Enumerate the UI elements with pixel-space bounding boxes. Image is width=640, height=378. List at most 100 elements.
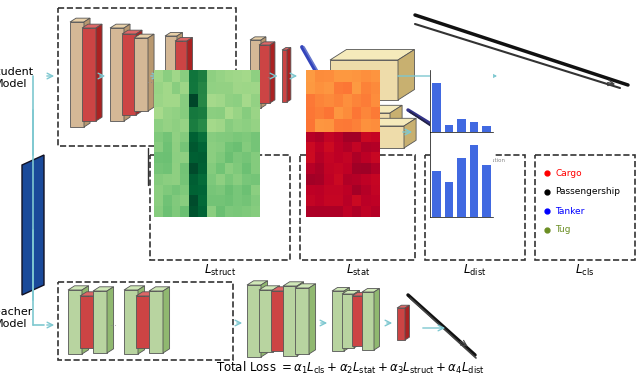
Polygon shape: [282, 50, 287, 102]
Bar: [445, 125, 453, 132]
Polygon shape: [82, 24, 102, 28]
Polygon shape: [344, 288, 349, 351]
Polygon shape: [354, 291, 360, 348]
Bar: [457, 158, 466, 217]
Polygon shape: [136, 30, 142, 115]
Polygon shape: [362, 288, 380, 292]
Polygon shape: [342, 291, 360, 294]
Polygon shape: [122, 30, 142, 34]
Polygon shape: [149, 291, 163, 353]
Polygon shape: [364, 293, 369, 346]
Text: $L_{\rm cls}$: $L_{\rm cls}$: [575, 262, 595, 277]
Polygon shape: [177, 33, 182, 112]
Polygon shape: [342, 294, 354, 348]
Polygon shape: [138, 286, 145, 354]
Text: Student
Model: Student Model: [0, 67, 33, 89]
Text: $L_{\rm dist}$: $L_{\rm dist}$: [463, 262, 486, 277]
Polygon shape: [165, 36, 177, 112]
Polygon shape: [175, 37, 193, 41]
Text: Tanker: Tanker: [555, 206, 584, 215]
Polygon shape: [70, 22, 84, 127]
Polygon shape: [259, 42, 275, 45]
Polygon shape: [247, 285, 261, 357]
Polygon shape: [250, 37, 266, 40]
Polygon shape: [283, 282, 303, 286]
Bar: [470, 122, 478, 132]
Polygon shape: [282, 48, 291, 50]
Polygon shape: [295, 284, 316, 288]
Bar: [432, 170, 441, 217]
Polygon shape: [93, 287, 114, 291]
Polygon shape: [187, 37, 193, 107]
Polygon shape: [80, 292, 100, 296]
Text: Bar Chart Distribution: Bar Chart Distribution: [445, 158, 505, 163]
Polygon shape: [352, 293, 369, 296]
Polygon shape: [70, 18, 90, 22]
Polygon shape: [397, 305, 410, 308]
Polygon shape: [352, 118, 416, 126]
Polygon shape: [136, 292, 157, 296]
Polygon shape: [374, 288, 380, 350]
Polygon shape: [273, 286, 280, 352]
Polygon shape: [134, 34, 154, 38]
Polygon shape: [330, 50, 415, 60]
Polygon shape: [287, 48, 291, 102]
Bar: [470, 145, 478, 217]
Polygon shape: [259, 290, 273, 352]
Polygon shape: [82, 28, 96, 121]
Polygon shape: [247, 281, 268, 285]
Bar: [482, 165, 491, 217]
Polygon shape: [271, 291, 285, 351]
Polygon shape: [149, 287, 170, 291]
Polygon shape: [250, 40, 261, 108]
Bar: [445, 182, 453, 217]
Polygon shape: [163, 287, 170, 353]
Polygon shape: [84, 18, 90, 127]
Polygon shape: [68, 286, 88, 290]
Polygon shape: [338, 105, 402, 113]
Polygon shape: [261, 37, 266, 108]
Polygon shape: [398, 50, 415, 100]
Polygon shape: [82, 286, 88, 354]
Text: Tug: Tug: [555, 226, 570, 234]
Polygon shape: [390, 105, 402, 135]
Polygon shape: [124, 24, 130, 121]
Text: $L_{\rm struct}$: $L_{\rm struct}$: [204, 262, 236, 277]
Polygon shape: [338, 113, 390, 135]
Text: Passengership: Passengership: [555, 187, 620, 197]
Polygon shape: [93, 291, 107, 353]
Polygon shape: [261, 281, 268, 357]
Polygon shape: [68, 290, 82, 354]
Polygon shape: [110, 28, 124, 121]
Text: Teacher
Model: Teacher Model: [0, 307, 33, 329]
Polygon shape: [362, 292, 374, 350]
Polygon shape: [165, 33, 182, 36]
Polygon shape: [295, 288, 309, 354]
Polygon shape: [259, 45, 270, 103]
Polygon shape: [352, 296, 364, 346]
Polygon shape: [110, 24, 130, 28]
Polygon shape: [405, 305, 410, 340]
Bar: [432, 83, 441, 132]
Polygon shape: [136, 296, 150, 348]
Polygon shape: [107, 287, 114, 353]
Polygon shape: [122, 34, 136, 115]
Text: ...: ...: [266, 71, 274, 81]
Text: ...: ...: [109, 319, 117, 327]
Polygon shape: [94, 292, 100, 348]
Polygon shape: [124, 286, 145, 290]
Polygon shape: [332, 291, 344, 351]
Text: Cargo: Cargo: [555, 169, 582, 178]
Polygon shape: [330, 60, 398, 100]
Polygon shape: [96, 24, 102, 121]
Bar: [482, 126, 491, 132]
Polygon shape: [80, 296, 94, 348]
Polygon shape: [297, 282, 303, 356]
Polygon shape: [271, 287, 292, 291]
Polygon shape: [352, 126, 404, 148]
Polygon shape: [148, 34, 154, 111]
Polygon shape: [22, 155, 44, 295]
Polygon shape: [283, 286, 297, 356]
Bar: [457, 119, 466, 132]
Polygon shape: [404, 118, 416, 148]
